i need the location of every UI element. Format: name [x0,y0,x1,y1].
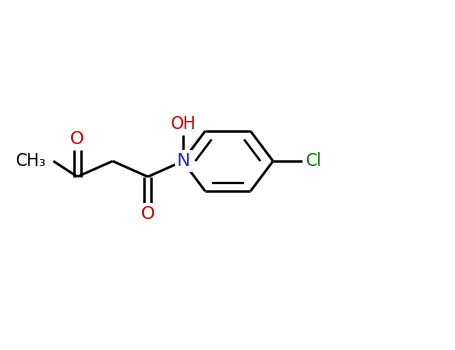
Text: Cl: Cl [305,152,321,170]
Text: CH₃: CH₃ [15,152,45,170]
Text: OH: OH [170,115,196,133]
Text: O: O [70,131,84,148]
Text: N: N [177,152,190,170]
Text: O: O [141,205,155,223]
